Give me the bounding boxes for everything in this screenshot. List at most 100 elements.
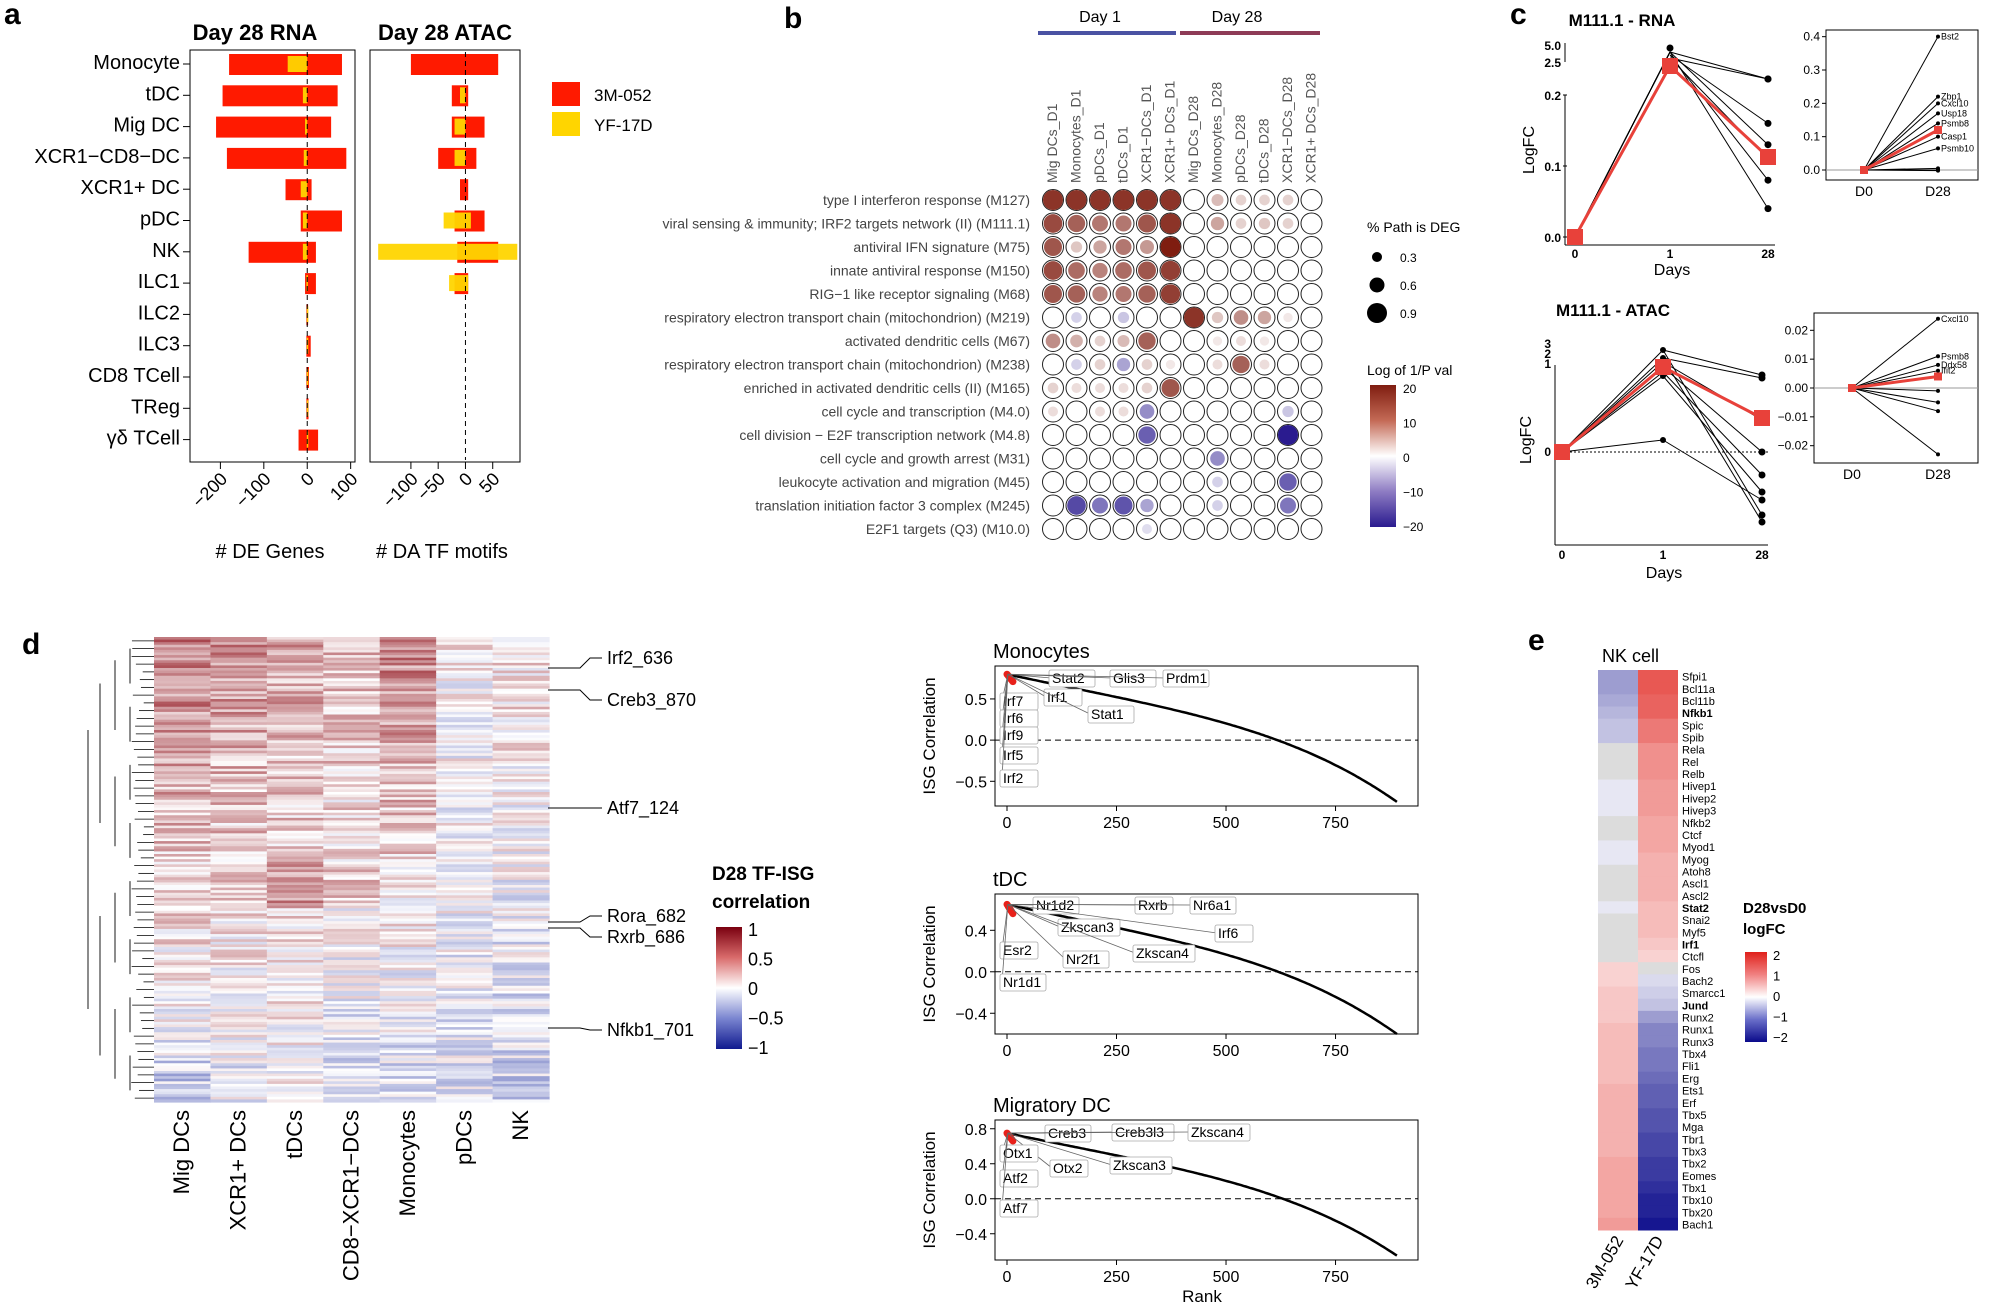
heat-cell xyxy=(379,792,437,796)
heat-cell xyxy=(266,1081,324,1085)
heat-cell xyxy=(492,993,550,997)
heat-cell xyxy=(210,649,268,654)
inset-gene-label: Cxcl10 xyxy=(1941,314,1969,324)
heat-cell xyxy=(492,887,550,891)
dot xyxy=(1160,213,1181,234)
heat-cell xyxy=(492,892,550,896)
category-label: Mig DC xyxy=(113,115,180,137)
heat-cell xyxy=(323,815,381,819)
heat-cell xyxy=(492,1073,550,1077)
inset-gene-line xyxy=(1863,112,1939,171)
panel-e: NK cell Sfpi1Bcl11aBcl11bNfkb1SpicSpibRe… xyxy=(1582,646,1806,1293)
heat-cell xyxy=(379,1086,437,1090)
heat-cell xyxy=(323,947,381,951)
dot-outline xyxy=(1300,189,1323,211)
nk-cell xyxy=(1638,730,1678,744)
heat-cell xyxy=(492,998,550,1002)
gene-line xyxy=(1662,357,1763,523)
nk-cell xyxy=(1638,1035,1678,1048)
heat-cell xyxy=(436,701,494,705)
heat-cell xyxy=(266,990,324,995)
heat-cell xyxy=(154,1071,212,1075)
heat-cell xyxy=(154,773,212,778)
nk-cell xyxy=(1598,913,1638,927)
dot xyxy=(1236,336,1246,346)
dot xyxy=(1067,496,1086,515)
heat-cell xyxy=(266,1032,324,1036)
nk-cell xyxy=(1638,1205,1678,1219)
heat-cell xyxy=(379,763,437,767)
heat-cell xyxy=(436,1029,494,1033)
heat-cell xyxy=(436,882,494,886)
inset-mean-point xyxy=(1934,126,1942,134)
nk-column-label: 3M-052 xyxy=(1582,1233,1627,1292)
heat-cell xyxy=(154,854,212,858)
category-label: Monocyte xyxy=(93,52,180,74)
heat-cell xyxy=(379,771,437,775)
gene-point xyxy=(1764,176,1772,184)
heat-cell xyxy=(379,910,437,915)
dot xyxy=(1141,359,1153,370)
heat-cell xyxy=(436,735,494,739)
heat-cell xyxy=(266,1019,324,1023)
heat-cell xyxy=(379,758,437,762)
heat-cell xyxy=(492,1071,550,1075)
nk-cell xyxy=(1598,1035,1638,1048)
heat-cell xyxy=(379,668,437,672)
heat-cell xyxy=(154,727,212,731)
heat-cell xyxy=(154,652,212,656)
color-tick-label: 0 xyxy=(1403,451,1410,465)
heat-cell xyxy=(436,828,494,832)
heat-cell xyxy=(436,699,494,703)
heat-cell xyxy=(436,900,494,904)
x-tick-label: 0 xyxy=(455,469,476,490)
heat-cell xyxy=(492,750,550,754)
inset-gene-line xyxy=(1851,387,1939,455)
nk-cell xyxy=(1598,901,1638,914)
heat-cell xyxy=(492,804,550,809)
heat-cell xyxy=(154,804,212,809)
panel-label-d: d xyxy=(22,628,40,661)
heat-cell xyxy=(210,988,268,992)
heat-cell xyxy=(154,996,212,1000)
heat-cell xyxy=(266,1068,324,1072)
heat-cell xyxy=(379,1096,437,1101)
inset-gene-line xyxy=(1851,318,1939,389)
heat-cell xyxy=(323,776,381,780)
gene-line xyxy=(1561,439,1664,453)
heat-cell xyxy=(154,921,212,925)
heat-cell xyxy=(154,913,212,917)
inset-mean-line xyxy=(1851,374,1939,390)
heat-cell xyxy=(492,1086,550,1090)
heat-cell xyxy=(210,652,268,656)
nk-cell xyxy=(1638,816,1678,829)
heat-cell xyxy=(210,1060,268,1064)
callout-label: Creb3_870 xyxy=(607,690,696,711)
heat-cell xyxy=(379,678,437,682)
heat-cell xyxy=(379,714,437,718)
heat-cell xyxy=(210,1014,268,1018)
heat-cell xyxy=(492,1032,550,1036)
heat-cell xyxy=(436,722,494,726)
heat-cell xyxy=(436,918,494,922)
heat-cell xyxy=(210,750,268,754)
heat-cell xyxy=(379,750,437,754)
heat-cell xyxy=(436,936,494,940)
nk-row-label: Bach1 xyxy=(1682,1220,1713,1232)
heat-cell xyxy=(210,949,268,953)
nk-cell xyxy=(1598,1217,1638,1231)
heat-cell xyxy=(436,711,494,716)
heat-cell xyxy=(379,794,437,798)
column-labels: Mig DCs_D1 Monocytes_D1 pDCs_D1 tDCs_D1 XCR1… xyxy=(1044,73,1319,183)
heat-cell xyxy=(436,848,494,853)
heat-cell xyxy=(210,662,268,667)
category-label: γδ TCell xyxy=(107,428,180,450)
heat-cell xyxy=(323,823,381,827)
heat-cell xyxy=(266,1089,324,1093)
heat-cell xyxy=(379,967,437,971)
heat-cell xyxy=(266,812,324,816)
heat-cell xyxy=(492,983,550,987)
tf-label: Irf1 xyxy=(1047,689,1067,705)
dot-outline xyxy=(1159,400,1182,423)
heat-cell xyxy=(323,970,381,974)
